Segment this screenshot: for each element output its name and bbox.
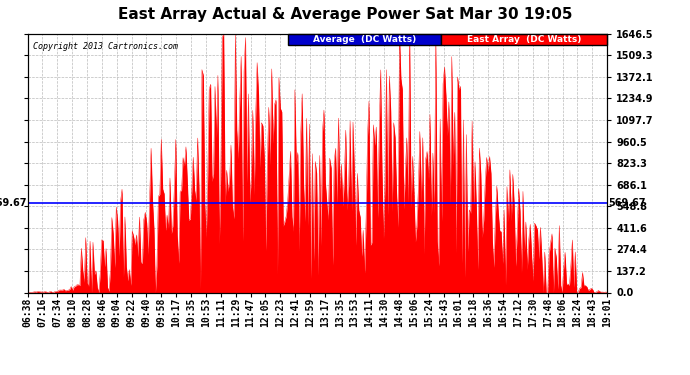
Text: Copyright 2013 Cartronics.com: Copyright 2013 Cartronics.com [33, 42, 179, 51]
Text: East Array Actual & Average Power Sat Mar 30 19:05: East Array Actual & Average Power Sat Ma… [118, 8, 572, 22]
Text: 569.67: 569.67 [0, 198, 27, 208]
Text: 569.67: 569.67 [608, 198, 645, 208]
